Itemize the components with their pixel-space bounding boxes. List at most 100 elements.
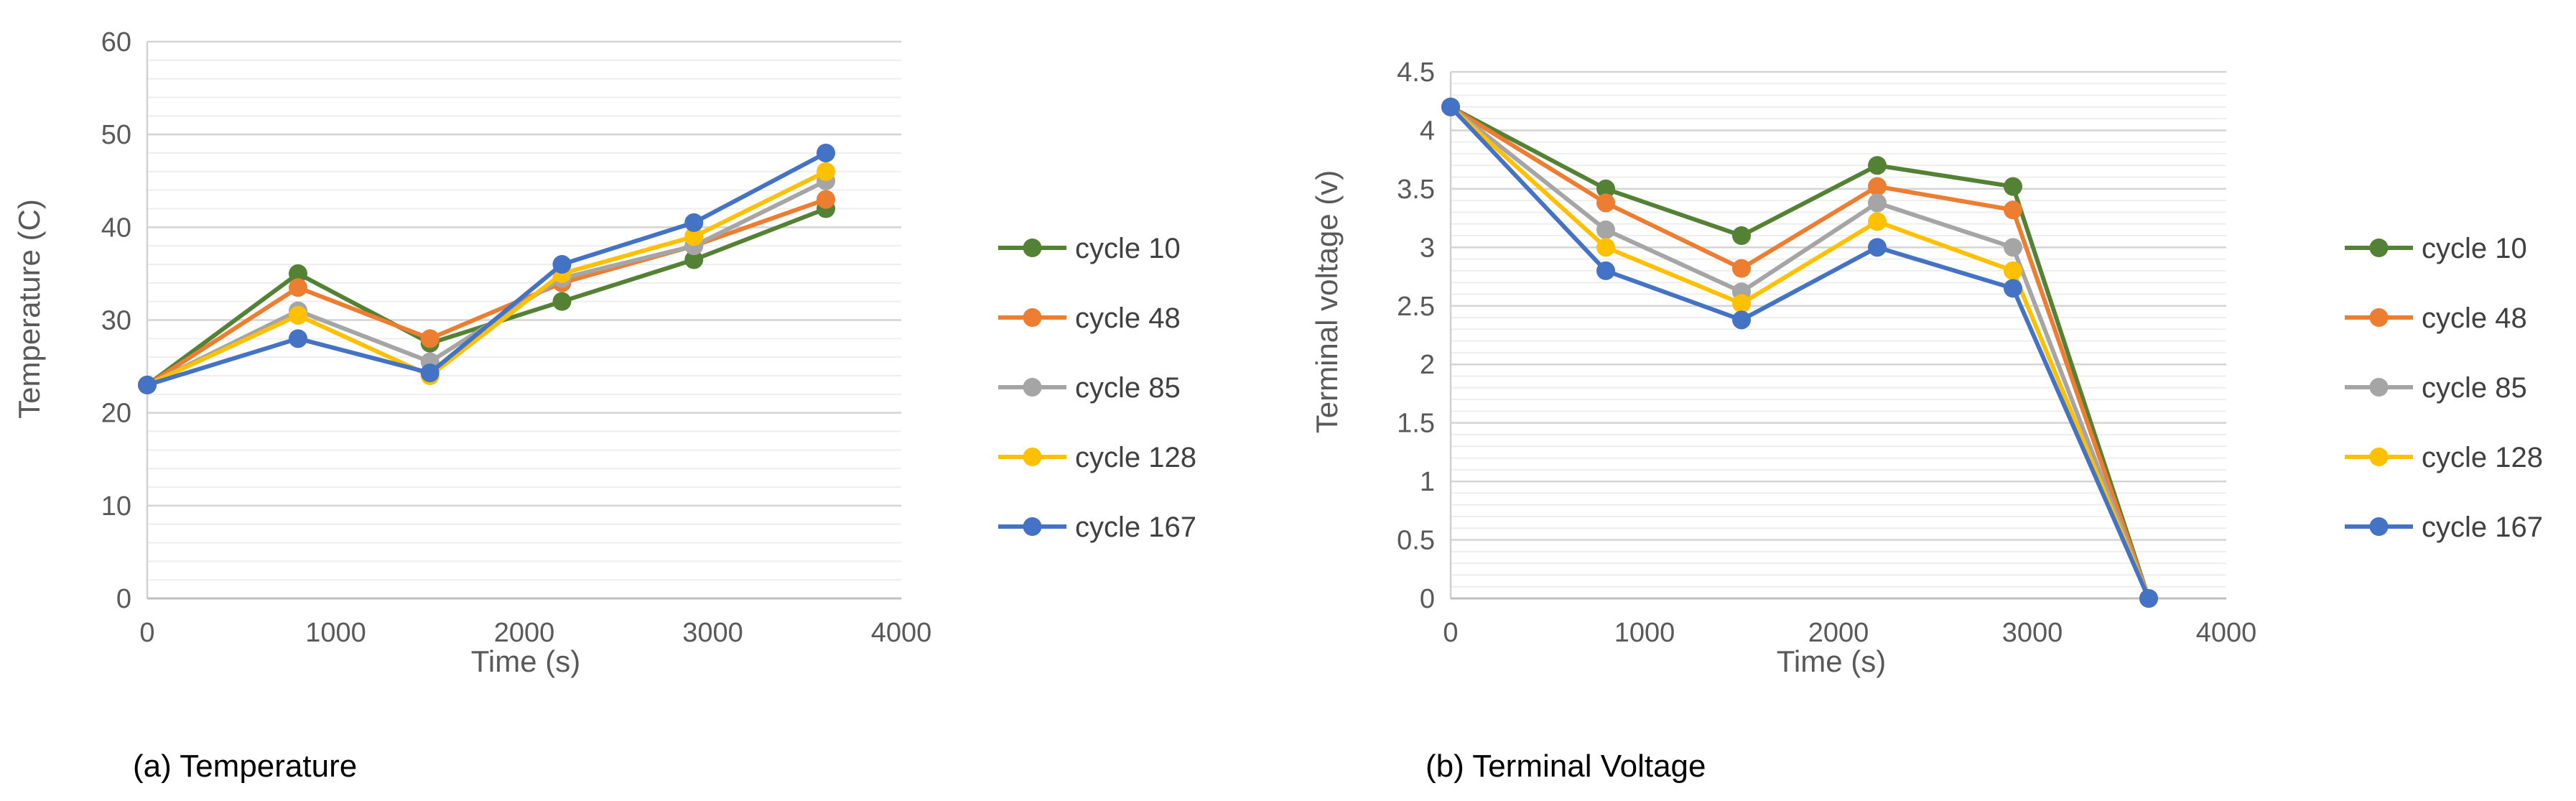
- voltage-x-tick-label: 3000: [2002, 618, 2063, 648]
- temperature-y-axis-title: Temperature (C): [12, 199, 46, 419]
- temperature-y-tick-label: 50: [101, 120, 131, 150]
- voltage-legend-item: cycle 128: [2345, 442, 2543, 473]
- voltage-legend-marker: [2369, 378, 2389, 397]
- temperature-data-point: [552, 255, 572, 274]
- temperature-data-point: [289, 306, 307, 325]
- voltage-y-tick-label: 4.5: [1397, 57, 1435, 88]
- voltage-data-point: [1596, 238, 1615, 257]
- temperature-legend-item: cycle 48: [998, 302, 1181, 334]
- voltage-data-point: [1596, 193, 1615, 213]
- voltage-x-tick-label: 2000: [1808, 618, 1869, 648]
- temperature-series-cycle-167: [138, 144, 835, 394]
- voltage-series-line: [1449, 104, 2151, 601]
- temperature-legend-label: cycle 85: [1075, 372, 1181, 404]
- temperature-x-tick-label: 2000: [494, 618, 555, 648]
- temperature-legend-label: cycle 167: [1075, 511, 1196, 543]
- voltage-legend-label: cycle 48: [2422, 302, 2527, 334]
- voltage-series-cycle-167: [1441, 97, 2158, 608]
- temperature-y-tick-label: 20: [101, 399, 131, 429]
- voltage-data-point: [1868, 238, 1887, 257]
- temperature-legend-marker: [1023, 378, 1042, 397]
- voltage-series-line: [1449, 104, 2151, 601]
- temperature-y-tick-label: 0: [116, 584, 131, 614]
- voltage-y-tick-label: 3: [1420, 233, 1435, 263]
- voltage-data-point: [1596, 179, 1615, 198]
- temperature-data-point: [817, 162, 835, 181]
- temperature-data-point: [817, 144, 835, 162]
- temperature-legend-marker: [1023, 517, 1042, 536]
- temperature-legend-marker: [1023, 308, 1042, 327]
- temperature-data-point: [289, 329, 307, 348]
- temperature-series-line: [145, 197, 828, 387]
- voltage-legend-marker: [2369, 448, 2389, 466]
- voltage-series-line: [1449, 104, 2151, 601]
- voltage-data-point: [2004, 177, 2022, 196]
- temperature-data-point: [420, 364, 440, 383]
- voltage-y-tick-label: 0.5: [1397, 526, 1435, 556]
- temperature-y-tick-label: 40: [101, 213, 131, 243]
- temperature-data-point: [684, 250, 704, 269]
- temperature-caption: (a) Temperature: [133, 749, 357, 784]
- temperature-x-tick-label: 0: [139, 618, 154, 648]
- temperature-legend-item: cycle 167: [998, 511, 1196, 543]
- voltage-y-tick-label: 2.5: [1397, 292, 1435, 322]
- voltage-y-axis-title: Terminal voltage (v): [1310, 170, 1344, 433]
- voltage-legend-label: cycle 10: [2422, 233, 2527, 264]
- voltage-data-point: [1732, 310, 1751, 330]
- voltage-y-tick-label: 1.5: [1397, 409, 1435, 439]
- voltage-legend-marker: [2369, 239, 2389, 257]
- voltage-legend-label: cycle 85: [2422, 372, 2527, 404]
- temperature-data-point: [138, 375, 157, 394]
- voltage-data-point: [1868, 177, 1887, 196]
- temperature-legend-item: cycle 128: [998, 442, 1196, 473]
- temperature-legend: cycle 10 cycle 48 cycle 85 cycle 128 cycle 1…: [998, 233, 1196, 543]
- temperature-data-point: [552, 292, 572, 311]
- temperature-x-axis-title: Time (s): [471, 644, 580, 678]
- voltage-data-point: [1732, 226, 1751, 246]
- voltage-legend-label: cycle 128: [2422, 442, 2543, 473]
- temperature-series-line: [145, 169, 828, 387]
- temperature-x-tick-label: 4000: [871, 618, 932, 648]
- temperature-y-tick-label: 10: [101, 491, 131, 522]
- temperature-legend-label: cycle 10: [1075, 233, 1181, 264]
- temperature-y-tick-label: 60: [101, 27, 131, 57]
- temperature-data-point: [684, 213, 704, 232]
- voltage-legend-item: cycle 167: [2345, 511, 2543, 543]
- voltage-data-point: [1441, 97, 1460, 116]
- temperature-x-tick-label: 3000: [682, 618, 743, 648]
- voltage-legend-item: cycle 10: [2345, 233, 2527, 264]
- voltage-series-line: [1449, 104, 2151, 601]
- voltage-data-point: [2004, 279, 2022, 298]
- voltage-caption: (b) Terminal Voltage: [1426, 749, 1706, 784]
- voltage-data-point: [1732, 259, 1751, 278]
- voltage-legend-item: cycle 85: [2345, 372, 2527, 404]
- temperature-legend-item: cycle 85: [998, 372, 1181, 404]
- voltage-y-tick-label: 2: [1420, 350, 1435, 380]
- voltage-x-tick-label: 4000: [2196, 618, 2257, 648]
- voltage-y-tick-label: 1: [1420, 467, 1435, 497]
- voltage-y-tick-label: 3.5: [1397, 175, 1435, 205]
- voltage-data-point: [2004, 238, 2022, 257]
- voltage-data-point: [1596, 261, 1615, 280]
- temperature-series-cycle-128: [138, 162, 835, 394]
- voltage-y-tick-label: 4: [1420, 116, 1435, 146]
- voltage-data-point: [2139, 589, 2158, 608]
- voltage-x-tick-label: 0: [1443, 618, 1458, 648]
- temperature-chart: Time (s) Temperature (C) (a) Temperature…: [12, 27, 1196, 784]
- voltage-y-tick-label: 0: [1420, 584, 1435, 614]
- temperature-x-tick-label: 1000: [305, 618, 366, 648]
- temperature-legend-marker: [1023, 448, 1042, 466]
- temperature-y-tick-label: 30: [101, 306, 131, 336]
- voltage-data-point: [1868, 156, 1887, 175]
- temperature-data-point: [817, 190, 835, 209]
- temperature-legend-marker: [1023, 239, 1042, 257]
- temperature-major-gridlines: [147, 40, 901, 600]
- voltage-x-tick-label: 1000: [1614, 618, 1675, 648]
- temperature-legend-label: cycle 48: [1075, 302, 1181, 334]
- voltage-data-point: [2004, 200, 2022, 220]
- temperature-legend-label: cycle 128: [1075, 442, 1196, 473]
- voltage-legend-item: cycle 48: [2345, 302, 2527, 334]
- voltage-data-point: [1868, 212, 1887, 231]
- voltage-legend-label: cycle 167: [2422, 511, 2543, 543]
